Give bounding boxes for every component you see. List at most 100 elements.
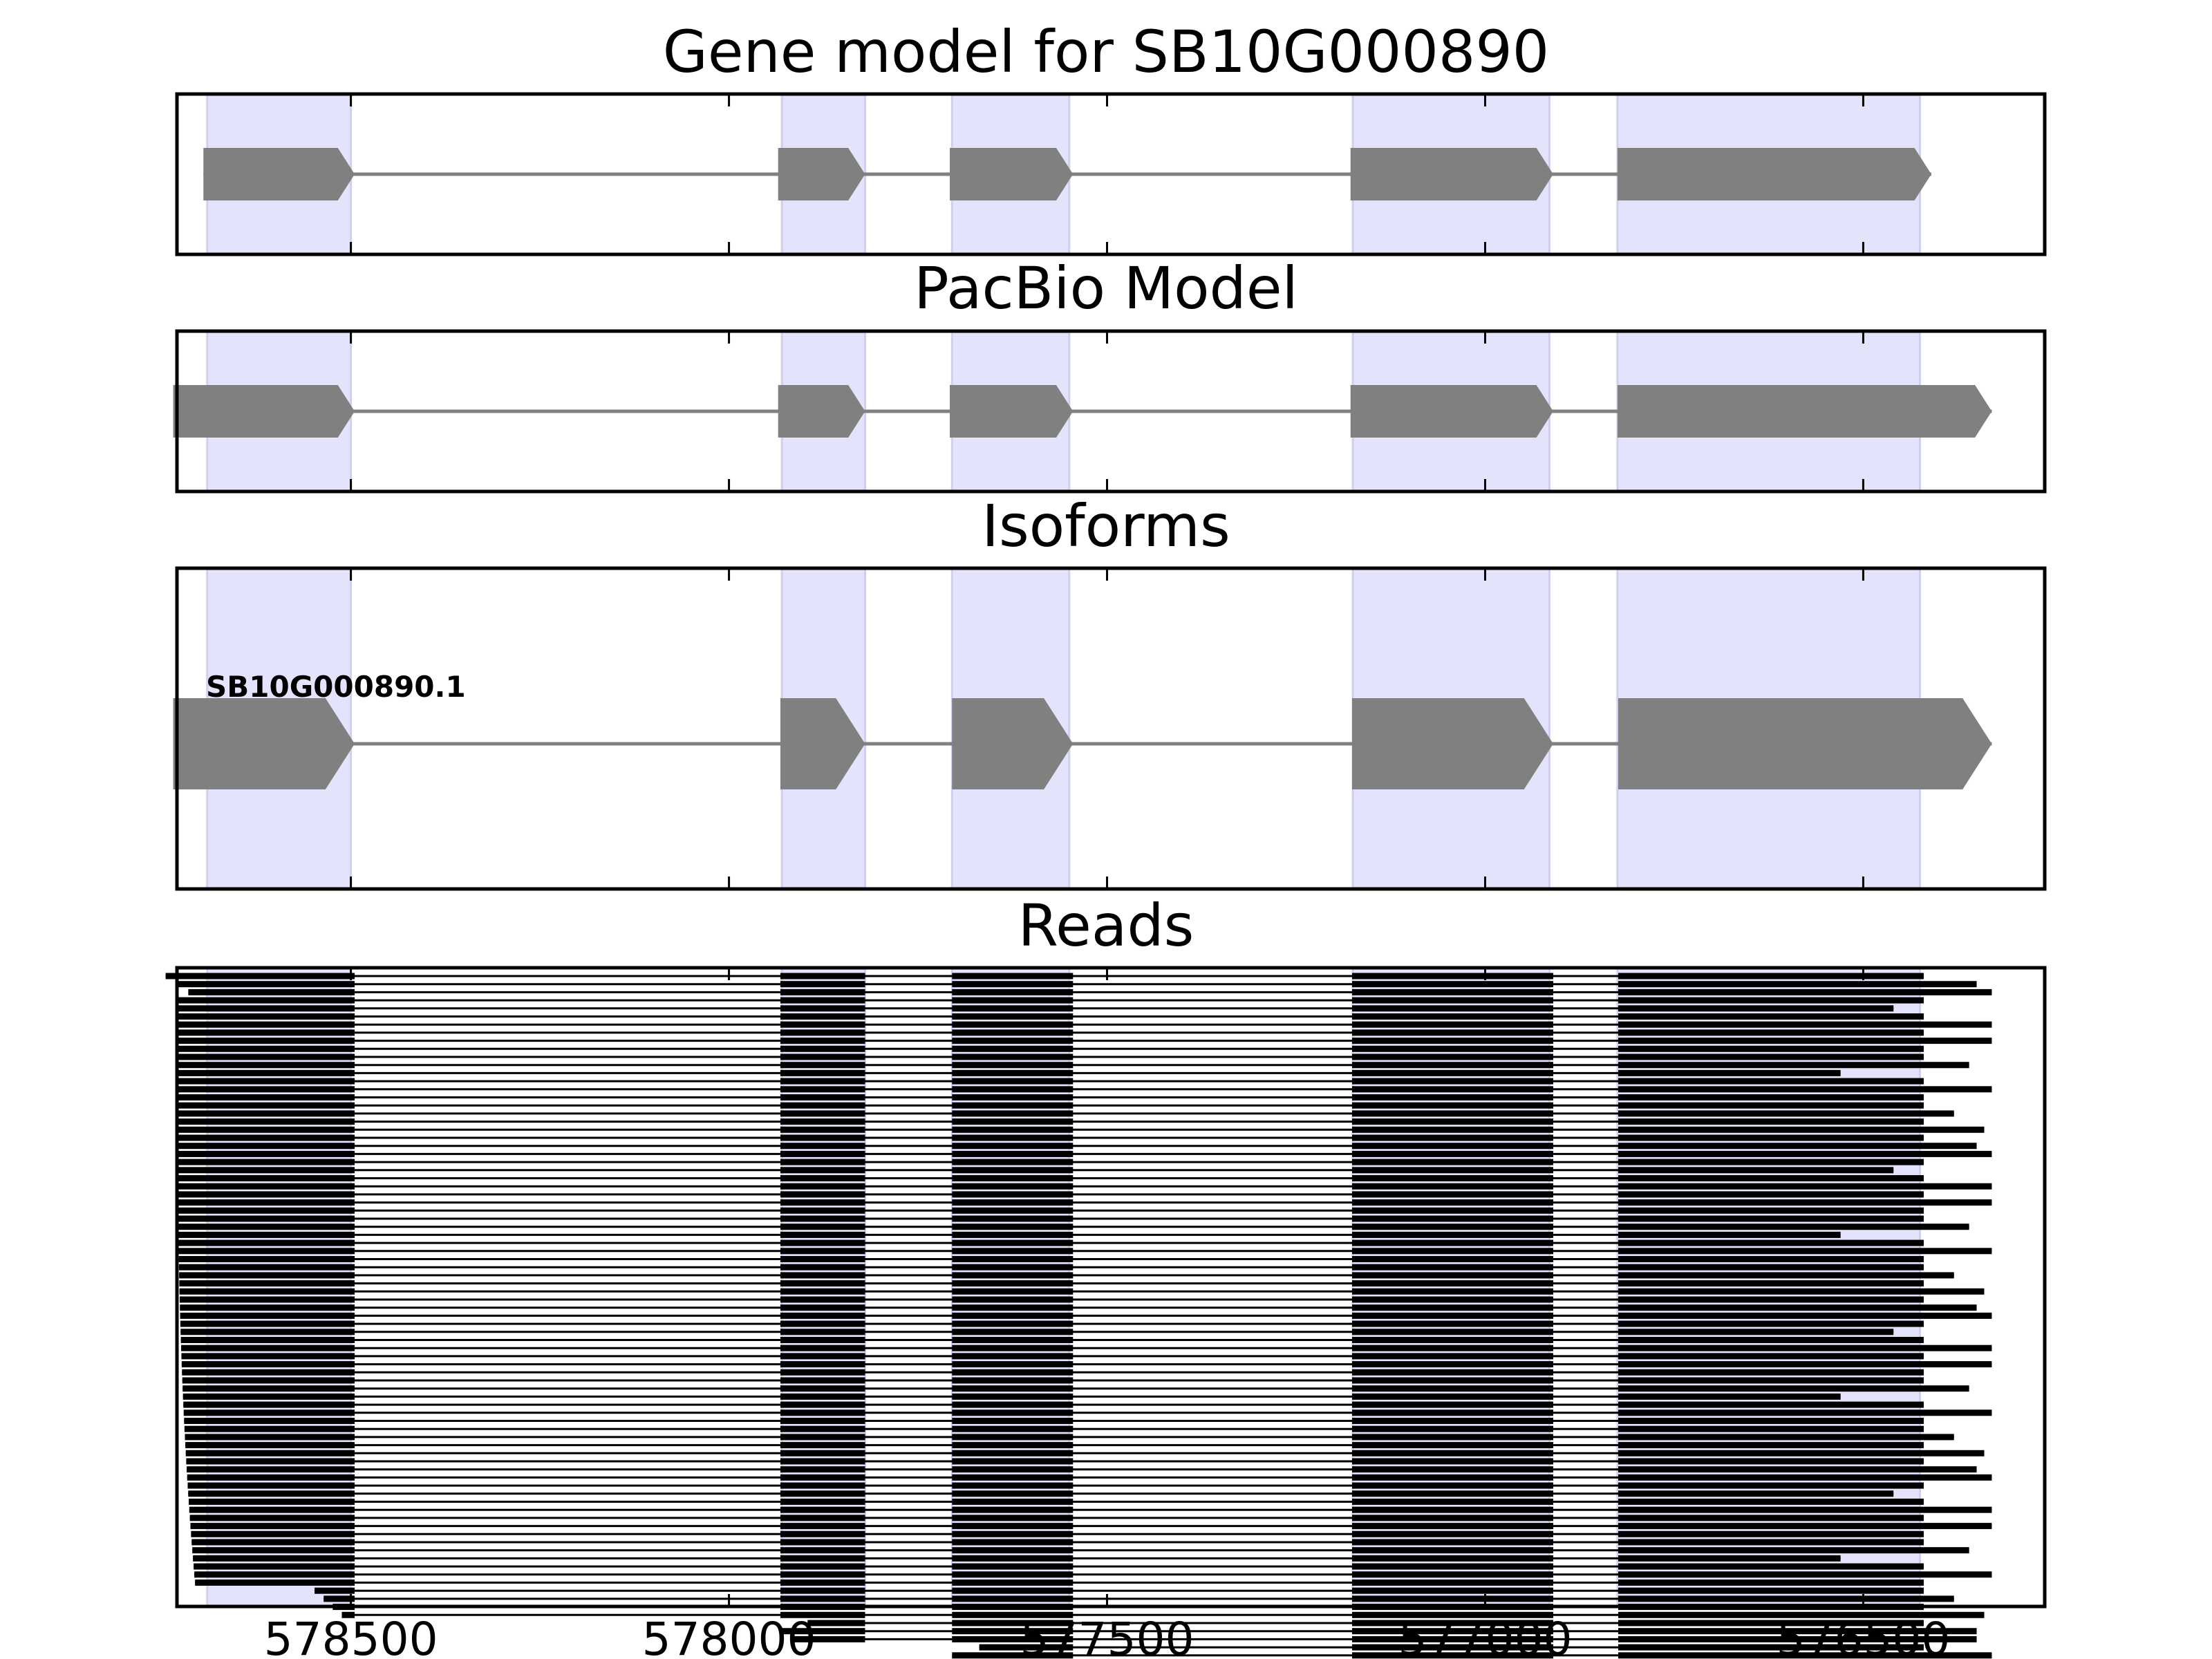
read-51-block-3 <box>952 1377 1074 1384</box>
read-12-block-4 <box>1351 1062 1553 1069</box>
read-82-block-1 <box>780 1628 865 1635</box>
read-6-block-2 <box>780 1013 865 1020</box>
read-3-block-2 <box>780 988 865 995</box>
read-69-block-1 <box>190 1523 355 1530</box>
read-61-block-3 <box>952 1458 1074 1465</box>
read-56-block-5 <box>1618 1418 1924 1424</box>
read-16 <box>177 1094 1924 1100</box>
read-39-block-2 <box>780 1280 865 1287</box>
read-29-block-1 <box>178 1199 355 1206</box>
read-10-block-3 <box>952 1045 1074 1052</box>
read-20-block-5 <box>1618 1126 1985 1133</box>
reads-panel: Reads <box>165 892 2047 1659</box>
gene-model-exon-2 <box>778 148 865 200</box>
read-34-block-4 <box>1351 1239 1553 1246</box>
read-16-block-3 <box>952 1094 1074 1100</box>
read-78-block-3 <box>952 1595 1074 1602</box>
read-78-block-2 <box>780 1595 865 1602</box>
read-84 <box>979 1644 1924 1651</box>
isoform-exon-4 <box>1351 698 1553 789</box>
read-74-block-3 <box>952 1563 1074 1570</box>
read-11-block-2 <box>780 1053 865 1060</box>
read-35-block-2 <box>780 1248 865 1255</box>
read-48 <box>181 1353 1924 1360</box>
read-81-block-2 <box>952 1620 1074 1627</box>
read-57-block-4 <box>1351 1425 1553 1432</box>
read-48-block-3 <box>952 1353 1074 1360</box>
isoform-exon-1 <box>173 698 355 789</box>
read-39-block-1 <box>179 1280 355 1287</box>
read-78 <box>324 1595 1954 1602</box>
read-76-block-5 <box>1618 1580 1924 1586</box>
read-37-block-1 <box>178 1264 355 1271</box>
read-20-block-1 <box>177 1126 355 1133</box>
read-77-block-3 <box>952 1587 1074 1594</box>
read-61-block-4 <box>1351 1458 1553 1465</box>
read-81-block-4 <box>1618 1620 1924 1627</box>
read-12-block-2 <box>780 1062 865 1069</box>
pacbio-model-frame <box>175 329 2047 494</box>
read-51-block-5 <box>1618 1377 1924 1384</box>
read-66-block-4 <box>1351 1499 1553 1505</box>
reads-marks <box>165 973 1992 1659</box>
read-34-block-2 <box>780 1239 865 1246</box>
read-60-block-3 <box>952 1450 1074 1456</box>
read-76 <box>195 1580 1924 1586</box>
read-15-block-1 <box>177 1086 355 1093</box>
read-24-block-5 <box>1618 1159 1924 1165</box>
read-33-block-4 <box>1351 1231 1553 1238</box>
read-68-block-4 <box>1351 1515 1553 1521</box>
read-7 <box>177 1021 1992 1028</box>
read-65-block-3 <box>952 1490 1074 1497</box>
read-12-block-5 <box>1618 1062 1969 1069</box>
read-41-block-1 <box>179 1296 355 1303</box>
pacbio-model-ticks <box>350 331 1864 491</box>
read-50-block-4 <box>1351 1369 1553 1376</box>
read-73-block-1 <box>193 1555 355 1562</box>
read-1-block-4 <box>1351 973 1553 980</box>
read-38-block-1 <box>179 1272 355 1279</box>
read-45-block-5 <box>1618 1329 1894 1335</box>
read-63-block-1 <box>187 1474 355 1481</box>
read-8-block-2 <box>780 1029 865 1036</box>
read-32-block-4 <box>1351 1224 1553 1230</box>
read-12-block-1 <box>177 1062 355 1069</box>
read-75-block-1 <box>194 1571 355 1578</box>
read-28-block-4 <box>1351 1191 1553 1198</box>
read-36-block-1 <box>178 1256 355 1262</box>
read-23-block-4 <box>1351 1150 1553 1157</box>
read-43-block-4 <box>1351 1312 1553 1319</box>
read-58-block-1 <box>185 1434 355 1441</box>
read-40-block-2 <box>780 1288 865 1295</box>
read-55-block-4 <box>1351 1409 1553 1416</box>
read-37-block-2 <box>780 1264 865 1271</box>
read-55-block-2 <box>780 1409 865 1416</box>
read-60-block-2 <box>780 1450 865 1456</box>
read-77 <box>315 1587 1924 1594</box>
read-38 <box>179 1272 1954 1279</box>
read-71-block-3 <box>952 1539 1074 1546</box>
read-42-block-4 <box>1351 1304 1553 1311</box>
read-32-block-3 <box>952 1224 1074 1230</box>
isoforms-ticks <box>350 568 1864 889</box>
read-70-block-4 <box>1351 1530 1553 1537</box>
read-2 <box>177 981 1977 988</box>
read-20 <box>177 1126 1985 1133</box>
read-1-block-5 <box>1618 973 1924 980</box>
read-26-block-4 <box>1351 1175 1553 1181</box>
read-62-block-3 <box>952 1466 1074 1473</box>
read-55-block-1 <box>183 1409 355 1416</box>
read-54-block-5 <box>1618 1401 1924 1408</box>
read-53-block-2 <box>780 1393 865 1400</box>
read-27-block-2 <box>780 1183 865 1190</box>
read-34 <box>178 1239 1924 1246</box>
read-77-block-5 <box>1618 1587 1924 1594</box>
isoform-label: SB10G000890.1 <box>206 670 466 704</box>
read-64 <box>187 1482 1924 1489</box>
read-25 <box>177 1167 1894 1174</box>
read-56-block-4 <box>1351 1418 1553 1424</box>
read-22-block-4 <box>1351 1143 1553 1150</box>
read-72-block-2 <box>780 1547 865 1554</box>
read-39-block-4 <box>1351 1280 1553 1287</box>
